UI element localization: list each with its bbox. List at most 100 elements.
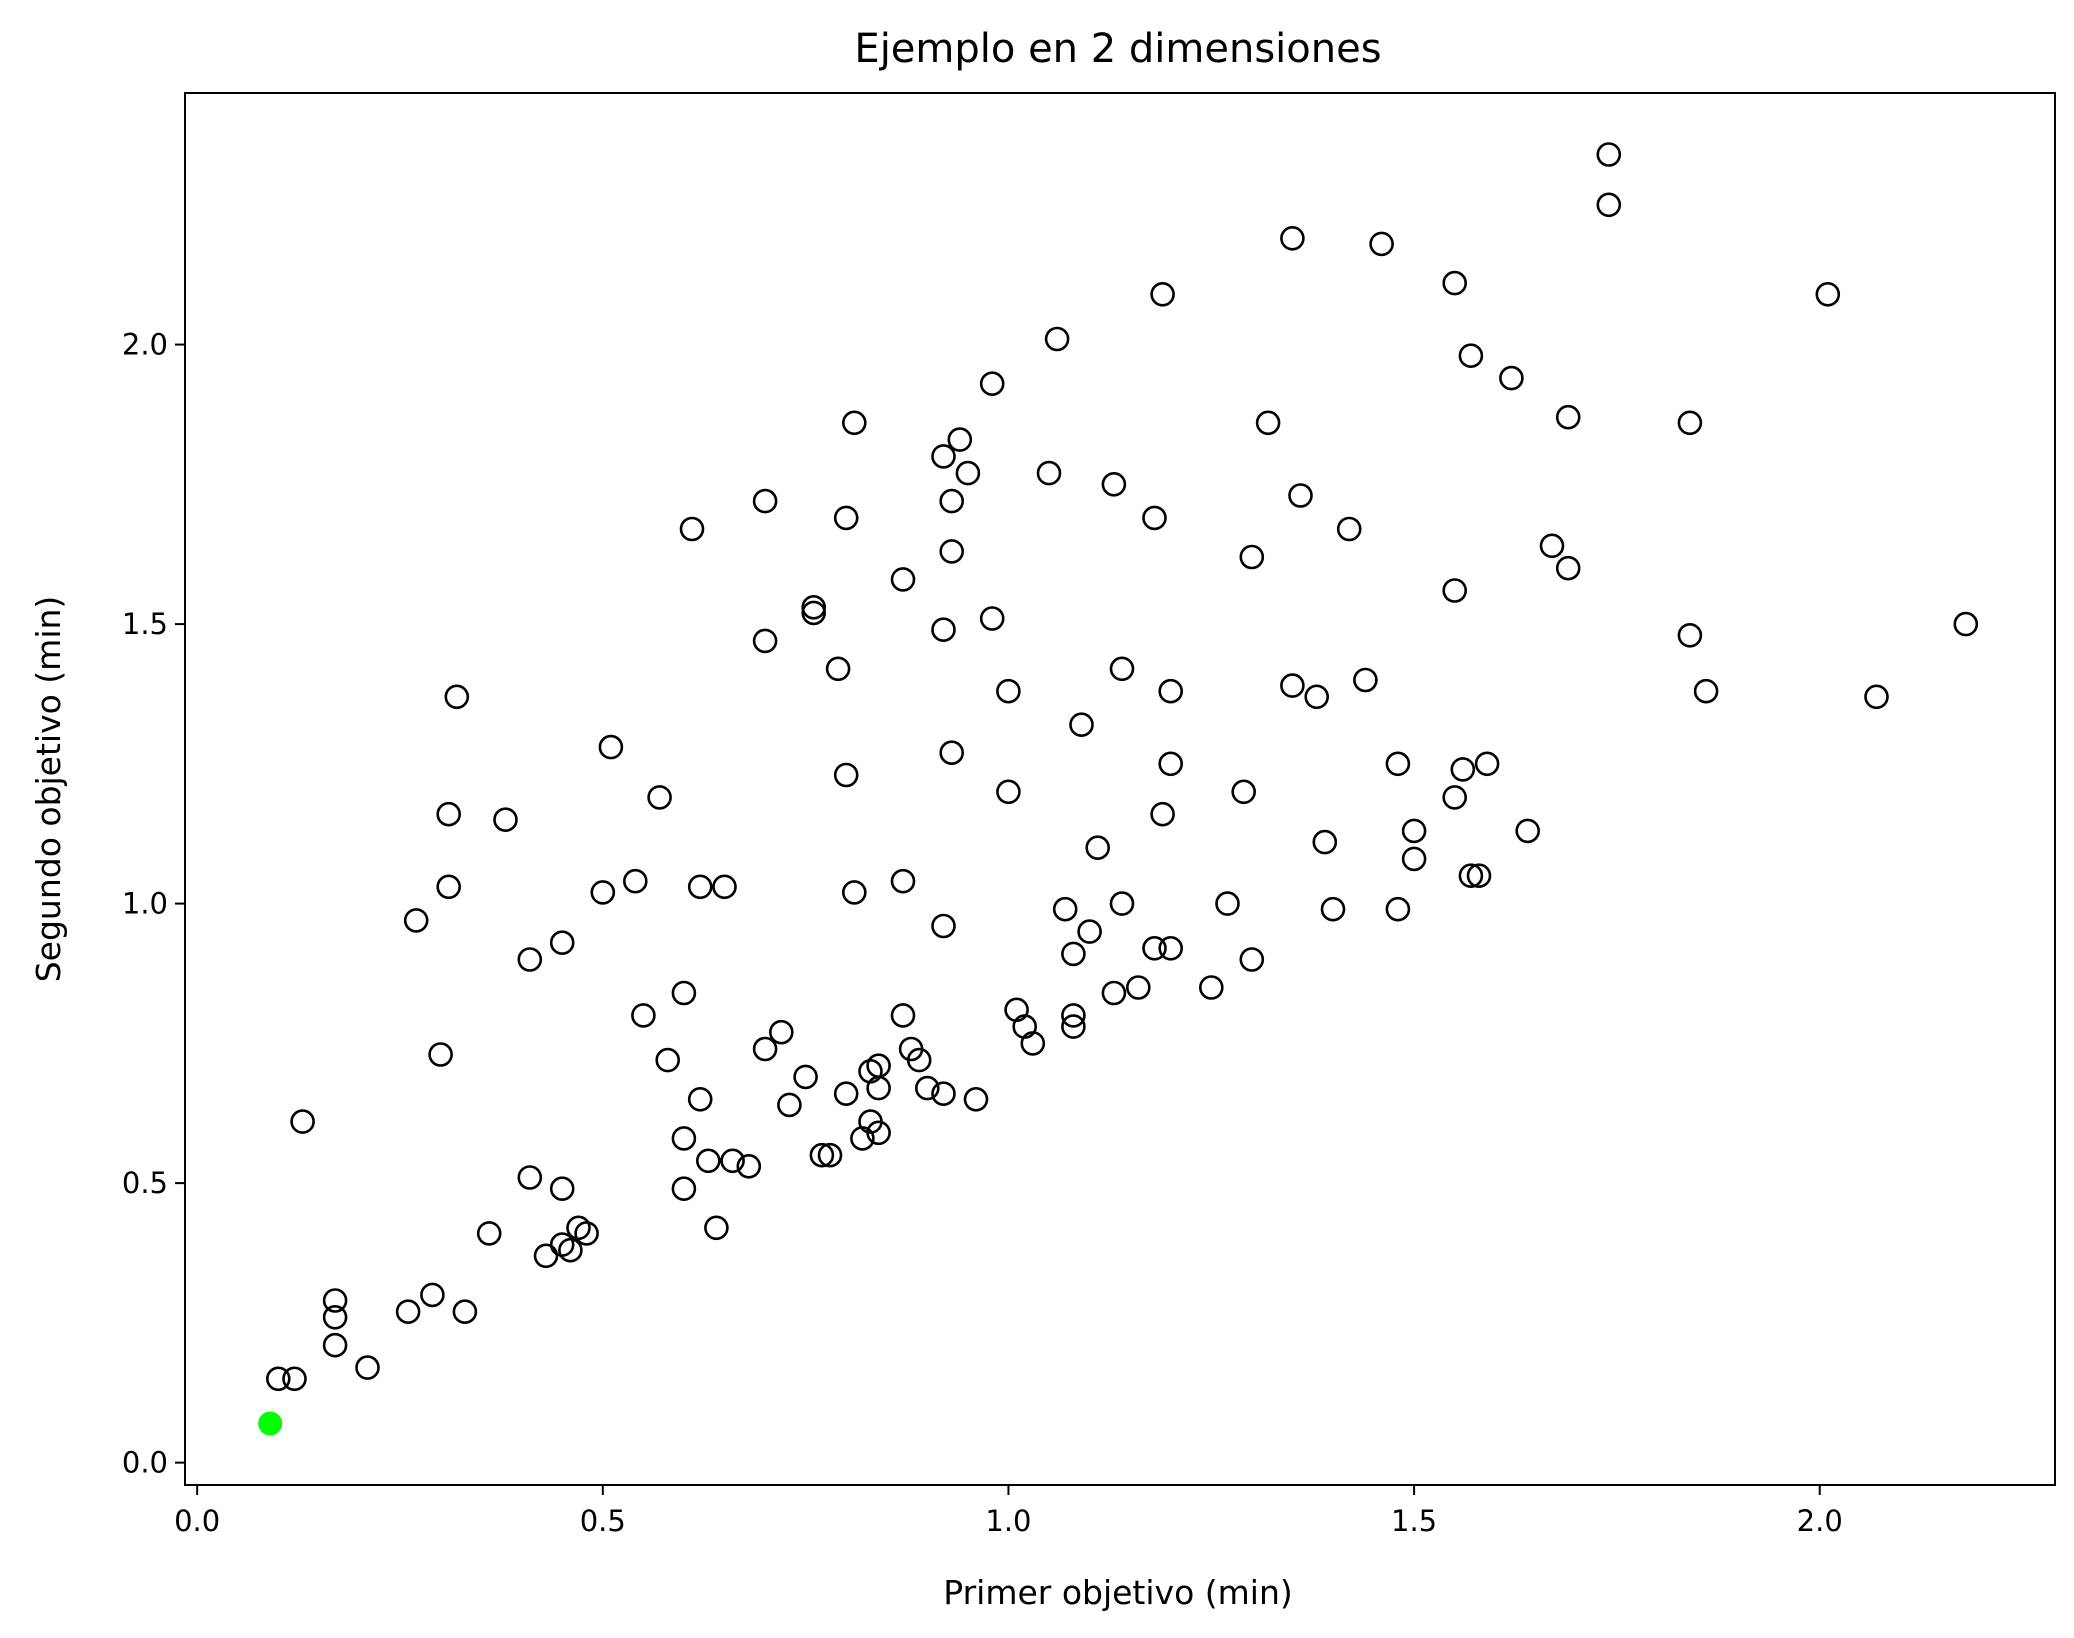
data-point	[1466, 863, 1492, 889]
data-point	[1442, 785, 1467, 810]
data-point	[825, 656, 851, 682]
data-point	[452, 1299, 478, 1324]
data-point	[1101, 980, 1127, 1006]
data-point	[647, 785, 672, 810]
data-point	[1061, 941, 1086, 967]
y-tick-label: 1.0	[122, 887, 168, 921]
data-point	[777, 1092, 802, 1118]
data-point	[890, 1003, 916, 1028]
data-point	[1458, 343, 1484, 369]
data-point	[1288, 483, 1313, 508]
data-point	[833, 505, 859, 531]
data-point	[720, 1148, 745, 1174]
x-axis-ticks: 0.0 0.5 1.0 1.5 2.0	[174, 1485, 1843, 1538]
data-point	[752, 488, 778, 514]
x-tick-label: 1.0	[985, 1504, 1031, 1538]
data-point	[955, 460, 981, 486]
data-point	[841, 410, 867, 436]
x-tick-label: 1.5	[1391, 1504, 1437, 1538]
data-point	[1158, 751, 1183, 777]
data-point	[444, 684, 470, 710]
data-point	[1369, 231, 1394, 257]
data-point	[1515, 818, 1540, 844]
data-point	[1109, 891, 1135, 916]
data-point	[1596, 142, 1622, 167]
data-point	[493, 807, 518, 833]
data-point	[671, 1126, 697, 1151]
data-point	[931, 444, 956, 469]
data-point	[979, 606, 1005, 631]
data-point	[1555, 555, 1581, 581]
data-point	[1052, 896, 1078, 922]
data-point	[322, 1288, 348, 1313]
data-point	[1442, 270, 1467, 296]
data-point	[598, 734, 624, 760]
x-tick-label: 2.0	[1797, 1504, 1843, 1538]
data-point	[996, 678, 1021, 704]
data-point	[931, 617, 956, 643]
data-point	[1126, 975, 1151, 1000]
data-point	[476, 1221, 502, 1246]
data-point	[1385, 751, 1411, 777]
data-point	[1239, 947, 1265, 972]
data-point	[850, 1126, 875, 1151]
data-point	[1077, 919, 1102, 944]
data-point	[1158, 678, 1183, 704]
data-point	[801, 600, 827, 626]
data-point	[631, 1003, 656, 1028]
data-point	[1215, 891, 1240, 916]
data-point	[939, 539, 965, 564]
y-tick-label: 0.0	[122, 1446, 168, 1480]
data-point	[1142, 505, 1167, 531]
data-point	[979, 371, 1005, 397]
x-tick-label: 0.5	[580, 1504, 626, 1538]
data-point	[695, 1148, 721, 1174]
y-axis-ticks: 0.0 0.5 1.0 1.5 2.0	[122, 328, 185, 1480]
data-point	[1020, 1031, 1046, 1056]
data-point	[793, 1064, 818, 1090]
data-point	[687, 874, 713, 900]
data-point	[752, 1036, 778, 1062]
data-point	[403, 908, 429, 933]
data-point	[322, 1332, 348, 1358]
x-axis-label: Primer objetivo (min)	[943, 1573, 1292, 1612]
data-point	[1150, 801, 1175, 827]
data-point	[436, 874, 462, 900]
data-point	[290, 1109, 315, 1134]
data-point	[1158, 935, 1183, 961]
data-point	[517, 947, 543, 972]
data-point	[1085, 835, 1110, 861]
data-point	[282, 1366, 307, 1392]
data-point	[1255, 410, 1281, 436]
data-point	[947, 427, 973, 452]
data-point	[841, 880, 867, 905]
data-point	[1815, 281, 1841, 307]
data-point	[1142, 935, 1167, 961]
data-point	[1677, 622, 1703, 648]
data-point	[1320, 896, 1346, 922]
data-point	[265, 1366, 291, 1392]
data-point	[1150, 281, 1175, 307]
data-point	[687, 1087, 713, 1112]
data-point	[1499, 365, 1524, 391]
data-point	[1474, 751, 1500, 777]
data-point	[866, 1120, 891, 1146]
chart-title: Ejemplo en 2 dimensiones	[854, 26, 1381, 72]
data-point	[355, 1355, 380, 1380]
data-point	[833, 1081, 859, 1106]
y-axis-label: Segundo objetivo (min)	[29, 596, 68, 983]
data-point	[533, 1243, 559, 1269]
data-point	[1458, 863, 1484, 889]
data-point	[809, 1142, 835, 1168]
y-tick-label: 1.5	[122, 607, 168, 641]
data-point	[590, 880, 616, 905]
data-point	[1442, 578, 1467, 603]
data-point	[768, 1019, 794, 1045]
data-point	[996, 779, 1021, 805]
data-point	[574, 1221, 599, 1246]
data-point	[890, 868, 916, 894]
data-point	[906, 1047, 932, 1073]
highlighted-point	[258, 1411, 283, 1436]
data-point	[1450, 757, 1476, 782]
data-point	[1061, 1014, 1086, 1039]
